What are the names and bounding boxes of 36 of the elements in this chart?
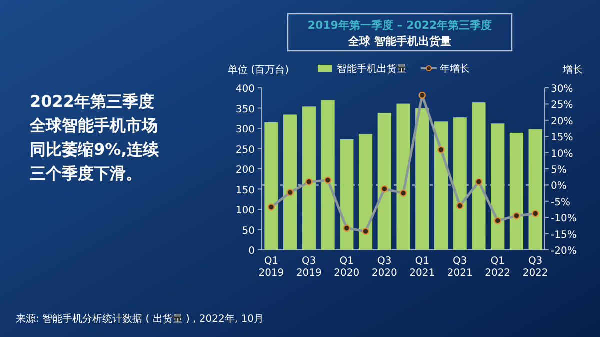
y-axis-title: 单位 (百万台) bbox=[228, 64, 290, 76]
y2-tick-label: -10% bbox=[551, 214, 577, 225]
text: 2022年第三季度全球智能手机市场同比萎缩9%,连续三个季度下滑。 bbox=[30, 91, 160, 185]
y2-tick-label: 30% bbox=[551, 84, 574, 95]
y2-tick-label: 25% bbox=[551, 100, 574, 112]
y-tick-label: 100 bbox=[236, 206, 255, 216]
y-tick-label: 50 bbox=[242, 226, 255, 237]
chart-subtitle: 全球 智能手机出货量 bbox=[348, 35, 452, 48]
y-tick-label: 150 bbox=[236, 185, 255, 196]
y2-tick-label: 20% bbox=[551, 116, 574, 128]
y2-tick-label: 10% bbox=[551, 148, 574, 160]
y-tick-label: 250 bbox=[236, 144, 255, 156]
x-tick-label: Q1 2022 bbox=[485, 256, 511, 279]
y2-tick-label: 5% bbox=[551, 165, 567, 176]
x-tick-label: Q3 2021 bbox=[447, 256, 473, 279]
chart-title: 2019年第一季度 – 2022年第三季度 bbox=[308, 19, 492, 32]
y2-tick-label: 0% bbox=[551, 181, 567, 192]
y2-tick-label: -5% bbox=[551, 197, 570, 208]
x-tick-label: Q1 2019 bbox=[258, 256, 284, 279]
y-tick-label: 400 bbox=[236, 84, 255, 95]
x-tick-label: Q3 2022 bbox=[522, 256, 548, 279]
y2-axis-title: 增长 bbox=[562, 64, 583, 76]
x-tick-label: Q3 2020 bbox=[372, 256, 398, 279]
y-tick-label: 200 bbox=[236, 165, 255, 176]
legend-label: 智能手机出货量 bbox=[337, 63, 407, 75]
y-tick-label: 0 bbox=[248, 246, 255, 257]
x-tick-label: Q1 2021 bbox=[410, 256, 436, 279]
source-note: 来源: 智能手机分析统计数据 ( 出货量 ) , 2022年, 10月 bbox=[16, 313, 264, 325]
y2-tick-label: 15% bbox=[551, 132, 574, 144]
y2-tick-label: -20% bbox=[551, 246, 577, 257]
y-tick-label: 350 bbox=[236, 104, 255, 116]
x-tick-label: Q3 2019 bbox=[296, 256, 322, 279]
y2-tick-label: -15% bbox=[551, 230, 577, 241]
legend-label: 年增长 bbox=[440, 63, 470, 75]
x-tick-label: Q1 2020 bbox=[334, 256, 360, 279]
y-tick-label: 300 bbox=[236, 124, 255, 136]
